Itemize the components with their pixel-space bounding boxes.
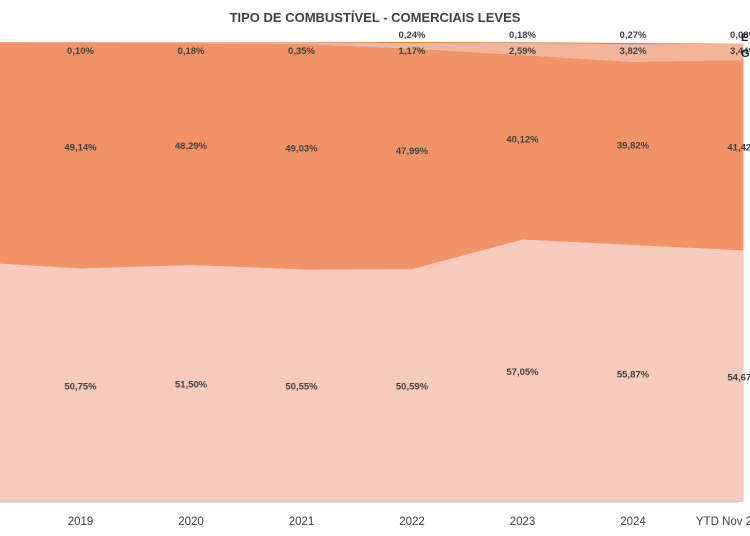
data-label-top: 0,18% <box>509 30 536 41</box>
data-label-middle: 47,99% <box>396 146 429 157</box>
data-label-third: 1,17% <box>399 46 426 57</box>
data-label-middle: 49,03% <box>285 144 318 155</box>
data-label-bottom: 51,50% <box>175 380 208 391</box>
x-tick-label: 2020 <box>178 516 204 528</box>
legend-entry-third: G <box>741 48 750 60</box>
data-label-third: 2,59% <box>509 46 536 57</box>
data-label-bottom: 54,67% <box>727 372 750 383</box>
data-label-third: 3,82% <box>620 46 647 57</box>
data-label-top: 0,24% <box>399 30 426 41</box>
x-tick-label: YTD Nov 2 <box>696 516 750 528</box>
data-label-middle: 39,82% <box>617 140 650 151</box>
area-top <box>0 42 744 45</box>
chart-title: TIPO DE COMBUSTÍVEL - COMERCIAIS LEVES <box>229 10 521 25</box>
x-tick-label: 2022 <box>399 516 425 528</box>
data-label-bottom: 50,55% <box>285 382 318 393</box>
data-label-middle: 49,14% <box>64 143 97 154</box>
data-label-third: 0,35% <box>288 46 315 57</box>
data-label-top: 0,08% <box>730 30 750 41</box>
data-label-top: 0,27% <box>620 30 647 41</box>
x-tick-label: 2019 <box>68 516 94 528</box>
data-label-third: 3,44% <box>730 46 750 57</box>
x-ticks-layer: 2019 2020 2021 2022 2023 2024 YTD Nov 2 <box>68 516 750 528</box>
area-third <box>0 42 744 62</box>
data-label-third: 0,18% <box>178 46 205 57</box>
data-label-middle: 48,29% <box>175 141 208 152</box>
data-label-bottom: 57,05% <box>506 367 539 378</box>
area-middle <box>0 42 744 270</box>
x-tick-label: 2021 <box>289 516 315 528</box>
data-label-middle: 40,12% <box>506 134 539 145</box>
x-tick-label: 2024 <box>620 516 646 528</box>
data-label-third: 0,10% <box>67 46 94 57</box>
data-label-bottom: 50,75% <box>64 381 97 392</box>
data-label-middle: 41,42% <box>727 142 750 153</box>
x-tick-label: 2023 <box>510 516 536 528</box>
areas-layer <box>0 42 744 502</box>
data-label-bottom: 55,87% <box>617 369 650 380</box>
legend: EG <box>741 32 750 60</box>
area-bottom <box>0 239 744 502</box>
legend-entry-top: E <box>741 32 748 44</box>
data-label-bottom: 50,59% <box>396 382 429 393</box>
data-labels-layer: 0%50,75%51,50%50,55%50,59%57,05%55,87%54… <box>64 30 750 393</box>
